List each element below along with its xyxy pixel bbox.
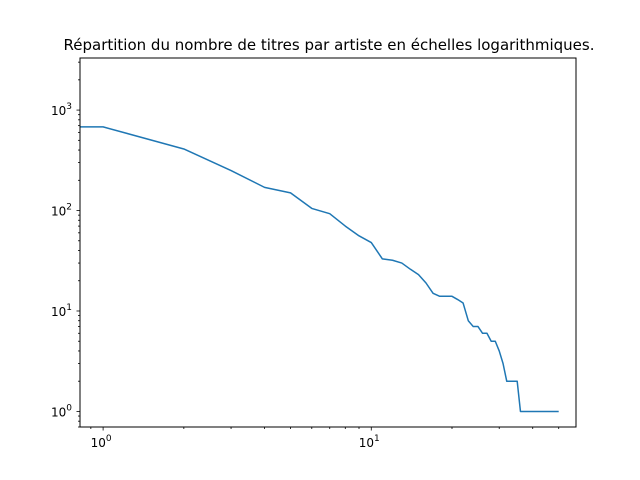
series-line-0: [80, 126, 559, 413]
x-tick-label: 101: [359, 434, 380, 450]
x-axis: 100 101: [90, 427, 560, 450]
axes-frame: [79, 57, 577, 428]
y-tick-label: 103: [51, 102, 72, 118]
y-tick-label: 100: [51, 403, 72, 419]
x-tick-label: 100: [91, 434, 112, 450]
y-tick-label: 101: [51, 303, 72, 319]
y-axis: 100 101 102 103: [51, 61, 80, 428]
chart-title: Répartition du nombre de titres par arti…: [64, 36, 595, 54]
plot-area: [80, 126, 559, 413]
y-tick-label: 102: [51, 203, 72, 219]
